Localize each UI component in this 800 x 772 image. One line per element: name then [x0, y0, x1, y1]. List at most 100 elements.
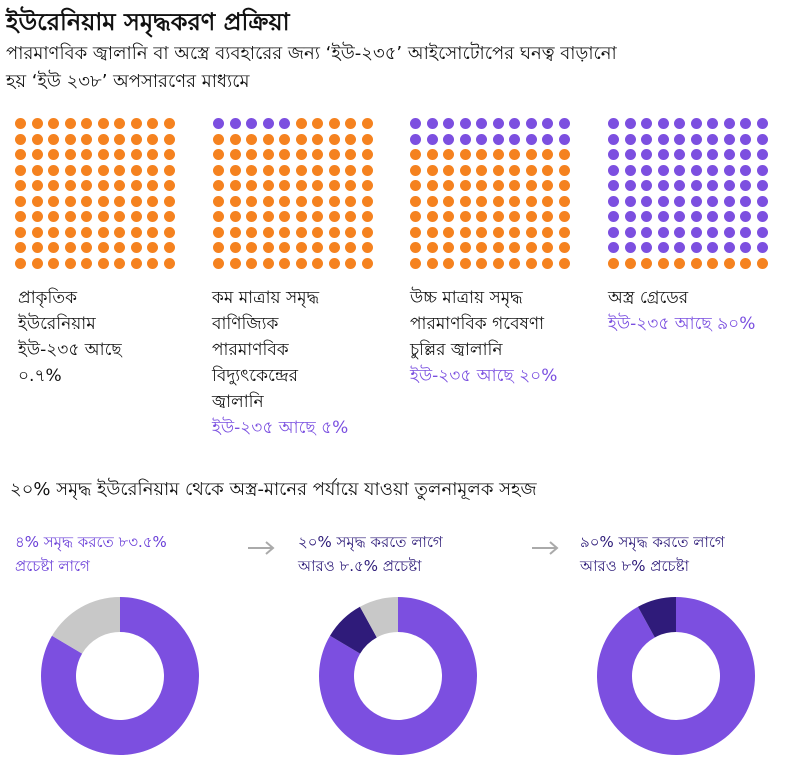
waffle-dot-u238 [64, 226, 76, 238]
step-line: আরও ৮.৫% প্রচেষ্টা [298, 557, 422, 575]
caption-natural: প্রাকৃতিক ইউরেনিয়াম ইউ-২৩৫ আছে ০.৭% [18, 285, 122, 389]
waffle-dot-u235 [641, 164, 652, 176]
waffle-dot-u238 [312, 211, 323, 222]
waffle-dot-u238 [97, 226, 109, 238]
waffle-dot-u238 [476, 257, 487, 269]
waffle-dot-u238 [147, 195, 158, 207]
waffle-dot-u235 [492, 118, 504, 129]
donut-segment-remaining [52, 597, 120, 654]
waffle-dot-u238 [279, 257, 290, 269]
waffle-dot-u238 [114, 133, 125, 145]
waffle-dot-u238 [509, 257, 520, 269]
waffle-dot-u238 [443, 226, 454, 238]
caption-line: বাণিজ্যিক [212, 314, 279, 334]
waffle-dot-u238 [279, 226, 290, 238]
waffle-dot-u238 [48, 180, 59, 191]
waffle-dot-u238 [525, 164, 537, 176]
waffle-dot-u238 [328, 149, 340, 160]
waffle-dot-u235 [558, 118, 570, 129]
caption-line: ইউরেনিয়াম [18, 314, 96, 334]
waffle-dot-u235 [509, 133, 520, 145]
waffle-dot-u238 [295, 257, 307, 269]
waffle-dot-u238 [361, 242, 373, 253]
waffle-dot-u238 [213, 257, 224, 269]
caption-line: কম মাত্রায় সমৃদ্ধ [212, 288, 320, 308]
waffle-dot-u235 [723, 242, 735, 253]
waffle-dot-u238 [426, 149, 438, 160]
waffle-dot-u238 [295, 118, 307, 129]
waffle-dot-u238 [31, 257, 43, 269]
waffle-dot-u238 [690, 257, 702, 269]
subtitle-line-2: হয় ‘ইউ ২৩৮’ অপসারণের মাধ্যমে [6, 71, 250, 92]
caption-line: উচ্চ মাত্রায় সমৃদ্ধ [410, 288, 523, 308]
waffle-dot-u238 [262, 211, 274, 222]
waffle-dot-u238 [229, 226, 241, 238]
waffle-dot-u235 [723, 118, 735, 129]
waffle-dot-u235 [608, 195, 619, 207]
waffle-dot-u238 [229, 257, 241, 269]
waffle-dot-u238 [246, 211, 257, 222]
caption-line: প্রাকৃতিক [18, 288, 78, 308]
waffle-dot-u238 [130, 257, 142, 269]
waffle-dot-u235 [624, 133, 636, 145]
waffle-dot-u238 [312, 149, 323, 160]
waffle-dot-u235 [674, 118, 685, 129]
step-90-percent: ৯০% সমৃদ্ধ করতে লাগে আরও ৮% প্রচেষ্টা [580, 530, 725, 578]
waffle-dot-u238 [443, 164, 454, 176]
waffle-dot-u238 [410, 180, 421, 191]
waffle-dot-u238 [31, 195, 43, 207]
waffle-dot-u238 [624, 257, 636, 269]
donut-segment-prior-effort [597, 597, 756, 755]
waffle-dot-u238 [558, 195, 570, 207]
waffle-dot-u235 [641, 242, 652, 253]
caption-weapons-grade: অস্ত্র গ্রেডের ইউ-২৩৫ আছে ৯০% [608, 285, 755, 337]
waffle-dot-u238 [426, 226, 438, 238]
waffle-dot-u235 [740, 164, 751, 176]
waffle-dot-u235 [740, 118, 751, 129]
waffle-dot-u235 [707, 211, 718, 222]
waffle-dot-u238 [509, 211, 520, 222]
waffle-dot-u235 [674, 211, 685, 222]
waffle-dot-u238 [262, 226, 274, 238]
waffle-dot-u238 [81, 211, 92, 222]
waffle-natural [15, 118, 185, 278]
waffle-dot-u235 [723, 133, 735, 145]
waffle-dot-u238 [410, 226, 421, 238]
waffle-dot-u235 [756, 149, 768, 160]
waffle-dot-u238 [459, 180, 471, 191]
waffle-dot-u235 [707, 226, 718, 238]
waffle-dot-u238 [410, 242, 421, 253]
waffle-dot-u238 [509, 242, 520, 253]
waffle-dot-u238 [509, 195, 520, 207]
waffle-dot-u238 [312, 164, 323, 176]
waffle-dot-u238 [229, 211, 241, 222]
waffle-dot-u238 [410, 257, 421, 269]
waffle-dot-u238 [295, 180, 307, 191]
waffle-dot-u238 [48, 118, 59, 129]
waffle-dot-u235 [690, 133, 702, 145]
waffle-dot-u235 [690, 195, 702, 207]
waffle-dot-u238 [608, 257, 619, 269]
waffle-dot-u235 [707, 180, 718, 191]
comparison-heading: ২০% সমৃদ্ধ ইউরেনিয়াম থেকে অস্ত্র-মানের … [10, 479, 537, 500]
waffle-dot-u238 [279, 164, 290, 176]
waffle-dot-u238 [97, 133, 109, 145]
waffle-dot-u238 [361, 180, 373, 191]
waffle-dot-u238 [345, 226, 356, 238]
arrow-right-icon [532, 541, 559, 555]
waffle-dot-u235 [740, 180, 751, 191]
subtitle: পারমাণবিক জ্বালানি বা অস্ত্রে ব্যবহারের … [6, 40, 796, 96]
waffle-dot-u235 [262, 118, 274, 129]
waffle-dot-u238 [31, 133, 43, 145]
waffle-dot-u238 [426, 195, 438, 207]
waffle-dot-u238 [81, 164, 92, 176]
waffle-dot-u238 [246, 133, 257, 145]
waffle-dot-u238 [97, 242, 109, 253]
waffle-dot-u238 [31, 211, 43, 222]
waffle-dot-u238 [459, 242, 471, 253]
waffle-dot-u238 [361, 257, 373, 269]
waffle-dot-u238 [130, 118, 142, 129]
waffle-dot-u238 [459, 149, 471, 160]
donut-segment-effort [40, 597, 199, 755]
waffle-dot-u235 [624, 195, 636, 207]
